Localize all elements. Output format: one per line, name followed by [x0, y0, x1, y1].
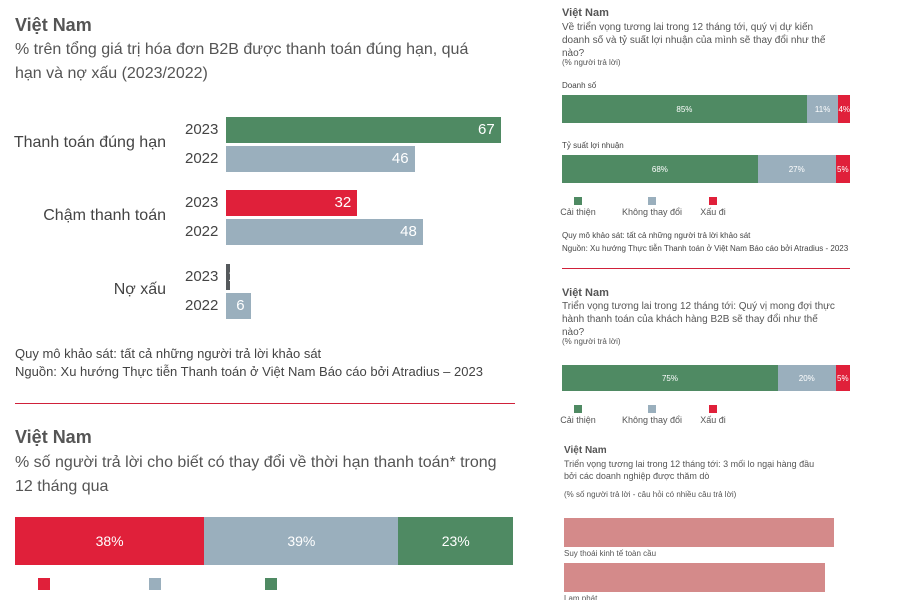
value-label: 46 [391, 150, 409, 167]
bar [226, 264, 231, 290]
chart-title: Việt Nam [15, 15, 92, 35]
legend-label: Không thay đổi [621, 415, 683, 425]
chart-subtitle: Triển vọng tương lai trong 12 tháng tới:… [564, 459, 815, 481]
chart-title: Việt Nam [562, 7, 609, 19]
series-label: 2022 [185, 223, 219, 240]
bar [226, 219, 423, 245]
legend-marker [574, 197, 582, 205]
series-label: 2023 [185, 121, 219, 138]
value-label: 6 [236, 297, 245, 314]
chart-subtitle: % trên tổng giá trị hóa đơn B2B được tha… [15, 41, 469, 82]
bar-segment: 85% [562, 95, 807, 123]
legend-label: Cải thiện [560, 207, 596, 217]
chart-title: Việt Nam [564, 445, 607, 456]
bar-segment: 5% [835, 365, 850, 391]
chart-subtitle: Về triển vọng tương lai trong 12 tháng t… [562, 22, 826, 59]
note: (% người trả lời) [562, 58, 621, 67]
source-line: Quy mô khảo sát: tất cả những người trả … [562, 231, 751, 240]
category-label: Thanh toán đúng hạn [13, 133, 166, 151]
legend-marker [648, 405, 656, 413]
divider [15, 403, 515, 404]
category-label: Suy thoái kinh tế toàn cầu [564, 549, 657, 558]
bar [564, 518, 834, 547]
legend-marker [265, 578, 277, 590]
series-label: 2022 [185, 150, 219, 167]
chart-title: Việt Nam [15, 427, 92, 447]
legend-marker [149, 578, 161, 590]
source-notes: Quy mô khảo sát: tất cả những người trả … [562, 229, 850, 255]
bar-segment: 38% [15, 517, 205, 565]
series-label: 2023 [185, 268, 219, 285]
bar [226, 146, 415, 172]
category-label: Chậm thanh toán [43, 206, 166, 224]
bar-segment: 11% [806, 95, 839, 123]
legend-marker [709, 197, 717, 205]
value-label: 1 [228, 268, 237, 285]
divider [562, 268, 850, 269]
chart-subtitle: Triển vọng tương lai trong 12 tháng tới:… [562, 301, 835, 338]
bar-segment: 68% [562, 155, 758, 183]
category-label: Doanh số [562, 81, 597, 90]
category-label: Nợ xấu [113, 280, 166, 298]
bar-segment: 75% [562, 365, 778, 391]
bar-segment: 23% [398, 517, 513, 565]
series-label: 2022 [185, 297, 219, 314]
source-line: Nguồn: Xu hướng Thực tiễn Thanh toán ở V… [562, 244, 849, 253]
series-label: 2023 [185, 194, 219, 211]
source-notes: Quy mô khảo sát: tất cả những người trả … [15, 345, 515, 381]
value-label: 67 [478, 121, 495, 138]
bar-segment: 4% [838, 95, 850, 123]
bar [226, 293, 251, 319]
value-label: 48 [400, 223, 417, 240]
bar-segment: 39% [204, 517, 399, 565]
legend-marker [709, 405, 717, 413]
value-label: 32 [334, 194, 352, 211]
legend-label: Xấu đi [700, 207, 726, 217]
category-label: Lạm phát [564, 594, 598, 600]
bar-segment: 27% [757, 155, 836, 183]
chart-title: Việt Nam [562, 287, 609, 299]
legend-marker [648, 197, 656, 205]
legend-label: Xấu đi [700, 415, 726, 425]
source-line: Nguồn: Xu hướng Thực tiễn Thanh toán ở V… [15, 364, 483, 379]
legend-marker [574, 405, 582, 413]
legend-label: Cải thiện [560, 415, 596, 425]
note: (% người trả lời) [562, 337, 621, 346]
bar-segment: 5% [835, 155, 850, 183]
legend-marker [38, 578, 50, 590]
chart-subtitle: % số người trả lời cho biết có thay đổi … [15, 454, 497, 495]
bar [226, 117, 501, 143]
bar [564, 563, 826, 592]
bar [226, 190, 358, 216]
source-line: Quy mô khảo sát: tất cả những người trả … [15, 346, 322, 361]
note: (% số người trả lời - câu hỏi có nhiều c… [564, 490, 737, 499]
legend-label: Không thay đổi [621, 207, 683, 217]
bar-segment: 20% [778, 365, 836, 391]
category-label: Tỷ suất lợi nhuận [562, 141, 624, 150]
